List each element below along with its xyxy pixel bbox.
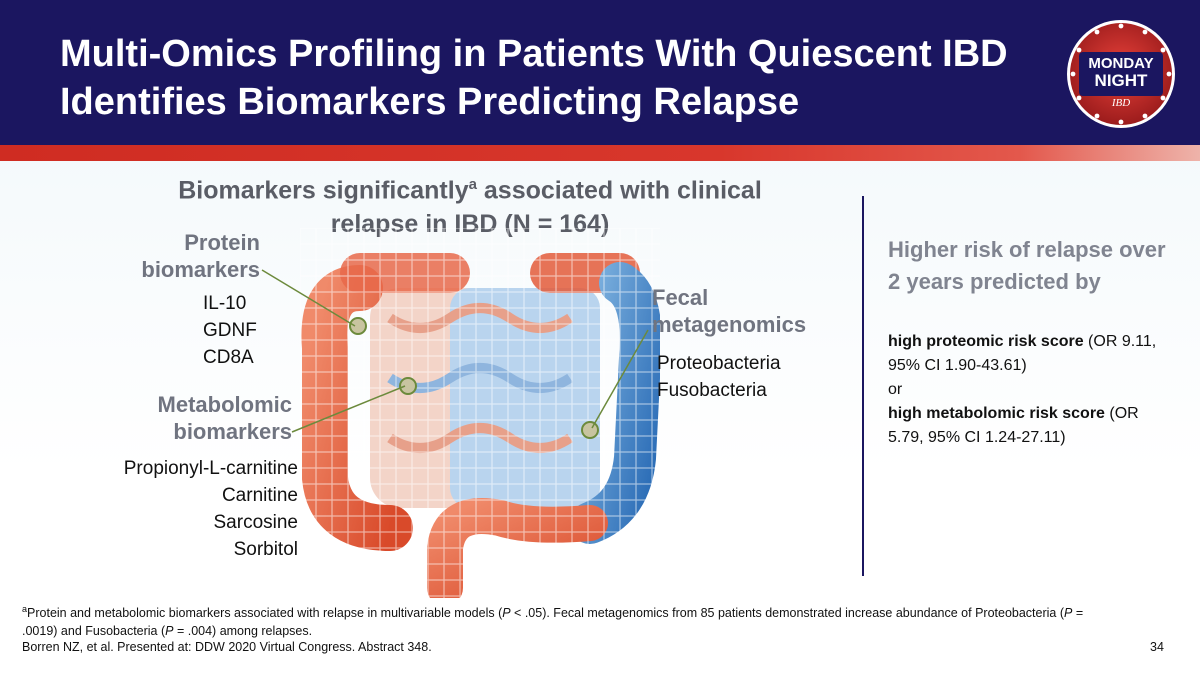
header-bar: Multi-Omics Profiling in Patients With Q… bbox=[0, 0, 1200, 145]
logo-text-2: NIGHT bbox=[1095, 71, 1149, 90]
fecal-label-line-2: metagenomics bbox=[652, 312, 807, 337]
risk-body: high proteomic risk score (OR 9.11, 95% … bbox=[888, 330, 1178, 450]
slide-title-line-1: Multi-Omics Profiling in Patients With Q… bbox=[60, 33, 1008, 75]
list-item: Carnitine bbox=[221, 485, 298, 506]
accent-bar bbox=[0, 145, 1200, 161]
risk-item-metabolomic-label: high metabolomic risk score bbox=[888, 405, 1105, 422]
page-number: 34 bbox=[1150, 640, 1164, 654]
protein-label-line-2: biomarkers bbox=[141, 257, 260, 282]
protein-label-line-1: Protein bbox=[184, 230, 260, 255]
metab-label-line-1: Metabolomic bbox=[157, 392, 292, 417]
fecal-metagenomics-label: Fecal metagenomics bbox=[652, 284, 822, 338]
footnote: aProtein and metabolomic biomarkers asso… bbox=[22, 600, 1102, 640]
footnote-p-1: P bbox=[502, 606, 511, 621]
fecal-label-line-1: Fecal bbox=[652, 285, 709, 310]
protein-biomarker-list: IL-10 GDNF CD8A bbox=[203, 290, 257, 371]
fecal-metagenomics-list: Proteobacteria Fusobacteria bbox=[657, 350, 781, 404]
risk-heading: Higher risk of relapse over 2 years pred… bbox=[888, 237, 1166, 294]
colon-illustration-icon bbox=[300, 228, 660, 598]
risk-item-proteomic-stats: (OR 9.11, 95% CI 1.90-43.61) bbox=[888, 333, 1157, 374]
footnote-p-3: P bbox=[165, 624, 174, 639]
list-item: GDNF bbox=[203, 320, 257, 341]
monday-night-ibd-logo-icon: MONDAY NIGHT IBD bbox=[1067, 20, 1175, 128]
list-item: IL-10 bbox=[203, 293, 247, 314]
logo-text-3: IBD bbox=[1111, 97, 1130, 109]
risk-item-metabolomic: high metabolomic risk score (OR 5.79, 95… bbox=[888, 402, 1178, 450]
list-item: Sarcosine bbox=[213, 512, 299, 533]
list-item: Sorbitol bbox=[233, 539, 298, 560]
protein-biomarkers-label: Protein biomarkers bbox=[140, 229, 260, 283]
footnote-text-d: = .004) among relapses. bbox=[173, 624, 313, 639]
risk-item-metabolomic-stats: (OR 5.79, 95% CI 1.24-27.11) bbox=[888, 405, 1139, 446]
slide-title-line-2: Identifies Biomarkers Predicting Relapse bbox=[60, 81, 800, 123]
footnote-marker: a bbox=[468, 176, 477, 193]
biomarkers-heading-part-2: associated with clinical bbox=[476, 176, 762, 205]
footnote-text-b: < .05). Fecal metagenomics from 85 patie… bbox=[510, 606, 1065, 621]
metabolomic-biomarker-list: Propionyl-L-carnitine Carnitine Sarcosin… bbox=[100, 455, 298, 563]
list-item: Proteobacteria bbox=[657, 353, 781, 374]
list-item: CD8A bbox=[203, 347, 254, 368]
logo-text-1: MONDAY bbox=[1088, 55, 1153, 72]
risk-connector: or bbox=[888, 381, 903, 398]
citation: Borren NZ, et al. Presented at: DDW 2020… bbox=[22, 640, 432, 654]
footnote-p-2: P bbox=[1064, 606, 1073, 621]
vertical-divider bbox=[862, 196, 864, 576]
metabolomic-biomarkers-label: Metabolomic biomarkers bbox=[120, 391, 292, 445]
risk-item-proteomic: high proteomic risk score (OR 9.11, 95% … bbox=[888, 330, 1178, 378]
metab-label-line-2: biomarkers bbox=[173, 419, 292, 444]
slide-title: Multi-Omics Profiling in Patients With Q… bbox=[60, 30, 1060, 126]
biomarkers-heading: Biomarkers significantlya associated wit… bbox=[140, 168, 800, 241]
footnote-text-a: Protein and metabolomic biomarkers assoc… bbox=[27, 606, 503, 621]
biomarkers-heading-part-1: Biomarkers significantly bbox=[178, 176, 469, 205]
list-item: Propionyl-L-carnitine bbox=[123, 458, 298, 479]
footnote-sup: a bbox=[22, 604, 28, 614]
risk-item-proteomic-label: high proteomic risk score bbox=[888, 333, 1084, 350]
list-item: Fusobacteria bbox=[657, 380, 767, 401]
footnote-text-c: = .0019) and Fusobacteria ( bbox=[22, 606, 1084, 639]
